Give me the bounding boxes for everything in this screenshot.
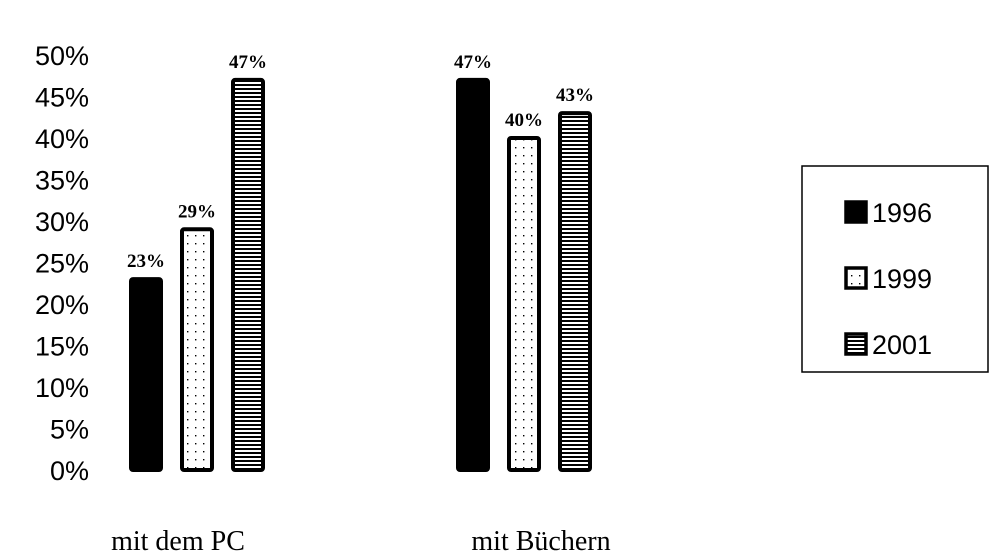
data-label: 47% bbox=[454, 52, 492, 73]
y-tick-label: 25% bbox=[35, 249, 89, 279]
y-tick-label: 0% bbox=[50, 456, 89, 486]
legend-swatch bbox=[844, 200, 868, 224]
legend: 1996 1999 2001 bbox=[801, 165, 989, 373]
data-label: 29% bbox=[178, 201, 216, 222]
bar-2001-0 bbox=[231, 77, 265, 473]
data-label: 47% bbox=[229, 52, 267, 73]
category-label: mit dem PC bbox=[111, 526, 245, 557]
y-axis: 0% 5% 10% 15% 20% 25% 30% 35% 40% 45% 50% bbox=[35, 41, 89, 486]
y-tick-label: 10% bbox=[35, 373, 89, 403]
y-tick-label: 20% bbox=[35, 290, 89, 320]
legend-swatch bbox=[844, 332, 868, 356]
bar-1996-0 bbox=[129, 277, 163, 472]
category-label: mit Büchern bbox=[471, 526, 610, 557]
data-label: 43% bbox=[556, 85, 594, 106]
y-tick-label: 45% bbox=[35, 83, 89, 113]
y-tick-label: 15% bbox=[35, 332, 89, 362]
bar-2001-1 bbox=[558, 111, 592, 472]
bars bbox=[129, 77, 592, 473]
data-label: 40% bbox=[505, 110, 543, 131]
category-labels: mit dem PC mit Büchern bbox=[111, 526, 611, 557]
legend-box bbox=[801, 165, 989, 373]
y-tick-label: 40% bbox=[35, 124, 89, 154]
y-tick-label: 50% bbox=[35, 41, 89, 71]
data-labels: 23% 47% 29% 40% 47% 43% bbox=[127, 52, 594, 272]
y-tick-label: 5% bbox=[50, 415, 89, 445]
bar-1999-1 bbox=[507, 136, 541, 472]
data-label: 23% bbox=[127, 251, 165, 272]
bar-1999-0 bbox=[180, 227, 214, 472]
legend-label: 1999 bbox=[872, 264, 932, 294]
y-tick-label: 30% bbox=[35, 207, 89, 237]
bar-1996-1 bbox=[456, 77, 490, 473]
y-tick-label: 35% bbox=[35, 166, 89, 196]
legend-swatch bbox=[844, 266, 868, 290]
legend-label: 1996 bbox=[872, 198, 932, 228]
legend-label: 2001 bbox=[872, 330, 932, 360]
